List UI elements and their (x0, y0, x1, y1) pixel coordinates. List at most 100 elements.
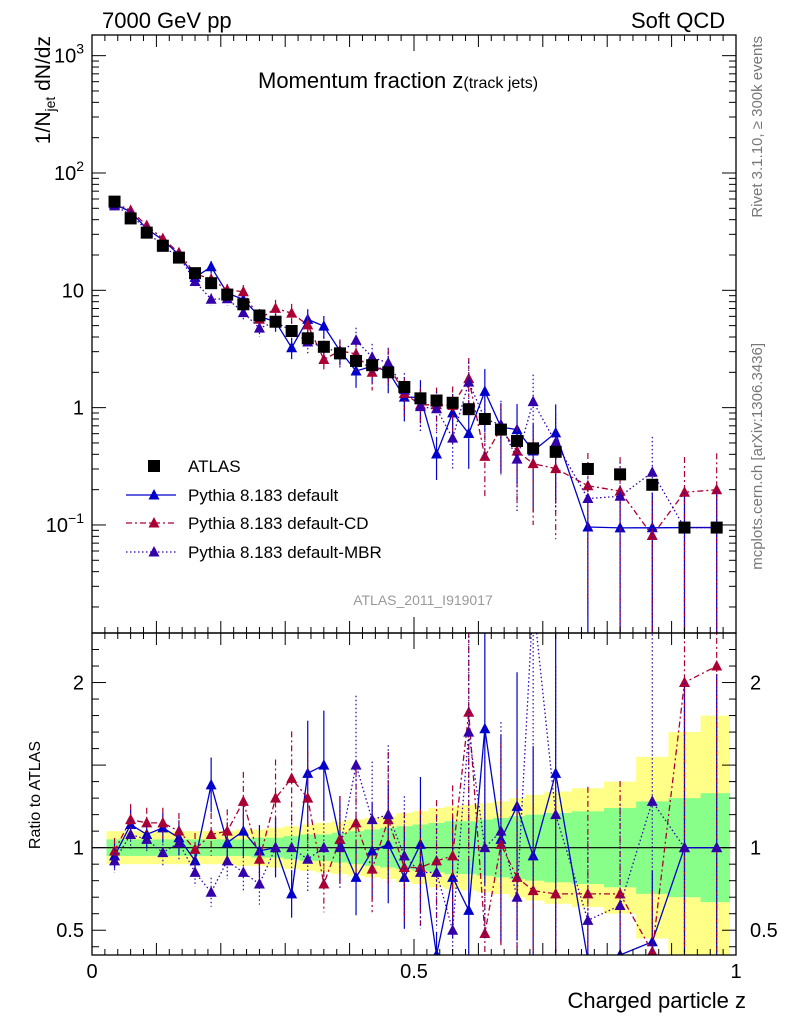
series-2-main-point (286, 307, 298, 318)
series-2-ratio-point (157, 816, 169, 828)
series-2-main-point (270, 302, 282, 313)
legend-series-2-marker (148, 517, 160, 528)
series-3-ratio-point (511, 891, 523, 902)
series-1-main-point (479, 385, 491, 396)
series-3-ratio-point (237, 866, 249, 877)
atlas-data-point (430, 394, 443, 407)
series-2-ratio-point (270, 792, 282, 803)
atlas-data-point (156, 239, 169, 252)
ratio-y-axis-label: Ratio to ATLAS (27, 741, 44, 849)
series-1-main-point (447, 406, 459, 418)
series-3-ratio-point (270, 841, 282, 853)
series-2-ratio-point (205, 828, 217, 839)
series-3-main-point (582, 492, 594, 504)
series-1-ratio-point (318, 759, 330, 770)
atlas-data-point (253, 309, 266, 322)
series-1-main-line (114, 203, 717, 529)
series-2-ratio-point (125, 813, 137, 825)
series-3-ratio-point (678, 841, 690, 853)
series-3-ratio-point (398, 849, 410, 861)
series-1-ratio-point (463, 904, 475, 915)
series-2-ratio-point (447, 849, 459, 861)
series-2-ratio-point (550, 887, 562, 899)
series-1-main-point (646, 521, 658, 533)
atlas-data-point (382, 366, 395, 379)
series-2-ratio-point (141, 816, 153, 828)
series-3-ratio-point (414, 866, 426, 877)
atlas-data-point (581, 462, 594, 475)
series-3-ratio-point (447, 924, 459, 935)
series-2-ratio-point (511, 871, 523, 882)
series-1-ratio-point (414, 838, 426, 849)
series-3-main-point (646, 466, 658, 477)
legend-series-1-marker (148, 489, 160, 500)
series-3-main-point (614, 490, 626, 501)
series-3-main-point (463, 376, 475, 387)
series-3-ratio-point (173, 836, 185, 848)
series-3-main-point (414, 400, 426, 412)
series-3-main-point (253, 322, 265, 333)
series-1-main-point (318, 320, 330, 331)
atlas-data-point (398, 380, 411, 393)
atlas-data-point (205, 277, 218, 290)
atlas-data-point (549, 445, 562, 458)
series-2-ratio-point (431, 854, 443, 866)
ratio-y-tick-label-right: 1 (750, 838, 761, 860)
series-3-main-point (550, 436, 562, 448)
atlas-data-point (221, 288, 234, 301)
series-3-ratio-point (646, 795, 658, 806)
series-1-ratio-point (433, 949, 440, 955)
ratio-y-tick-label-left: 0.5 (56, 920, 84, 942)
legend-series-3-marker (148, 546, 160, 557)
series-3-main-point (205, 293, 217, 304)
y-tick-label: 10 (62, 280, 84, 302)
legend-series-1-label: Pythia 8.183 default (188, 486, 339, 505)
atlas-data-point (237, 298, 250, 311)
series-1-ratio-point (350, 871, 362, 882)
series-3-ratio-point (205, 886, 217, 897)
ratio-y-tick-label-left: 2 (73, 673, 84, 695)
series-2-ratio-point (527, 884, 539, 896)
analysis-id-label: ATLAS_2011_I919017 (353, 592, 493, 608)
legend-atlas-marker (148, 460, 160, 472)
series-3-ratio-point (189, 866, 201, 877)
series-3-ratio-point (109, 854, 121, 866)
chart-title: Momentum fraction z(track jets) (258, 68, 538, 93)
atlas-data-point (140, 226, 153, 239)
series-1-ratio-point (550, 767, 562, 778)
atlas-data-point (172, 251, 185, 264)
atlas-data-point (414, 392, 427, 405)
series-3-ratio-point (479, 841, 491, 853)
atlas-data-point (678, 521, 691, 534)
series-3-ratio-point (550, 808, 562, 820)
series-2-ratio-point (678, 676, 690, 688)
atlas-data-point (285, 324, 298, 337)
series-2-ratio-point (286, 772, 298, 783)
y-tick-label: 1 (73, 398, 84, 420)
series-2-ratio-point (479, 927, 491, 939)
series-3-main-point (350, 334, 362, 345)
series-1-ratio-point (286, 887, 298, 899)
series-3-ratio-point (528, 594, 539, 605)
header-right: Soft QCD (631, 8, 726, 33)
atlas-data-point (124, 212, 137, 225)
rivet-version-text: Rivet 3.1.10, ≥ 300k events (749, 36, 766, 218)
series-1-main-point (431, 448, 443, 459)
series-3-main-point (431, 402, 443, 414)
series-1-main-point (463, 427, 475, 439)
atlas-data-point (108, 195, 121, 208)
series-2-ratio-point (350, 816, 362, 828)
series-1-main-point (550, 426, 562, 438)
series-3-ratio-point (318, 841, 330, 853)
series-3-ratio-point (286, 841, 298, 853)
atlas-data-point (269, 315, 282, 328)
series-3-ratio-point (141, 833, 153, 844)
series-2-main-point (237, 285, 249, 297)
series-2-ratio-point (302, 792, 314, 803)
x-tick-label: 0.5 (400, 961, 428, 983)
series-1-ratio-point (646, 935, 658, 947)
series-3-main-point (382, 357, 394, 368)
y-tick-label: 103 (54, 41, 84, 68)
series-1-ratio-point (205, 778, 217, 790)
